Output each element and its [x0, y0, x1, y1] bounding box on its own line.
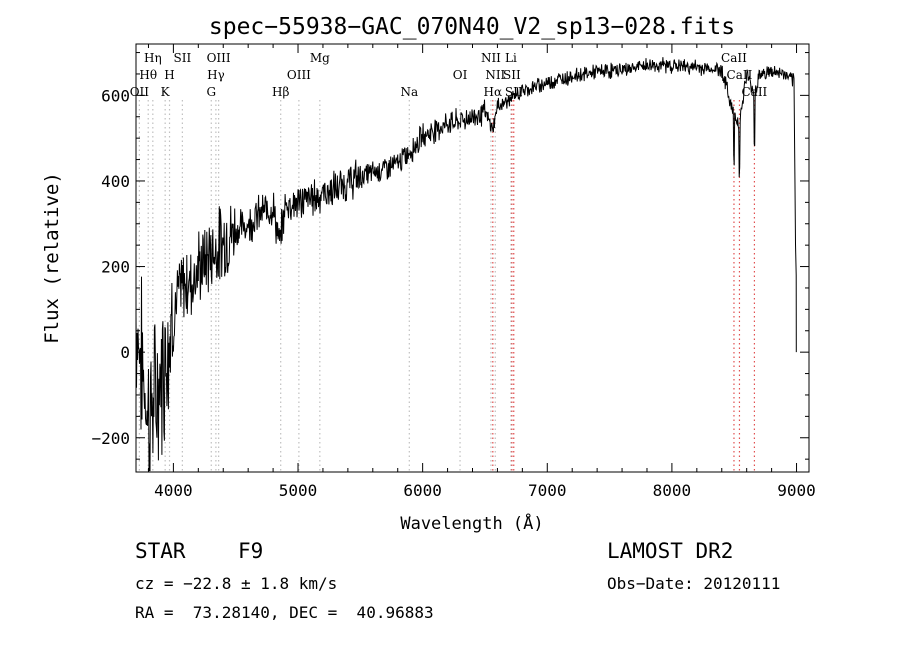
y-axis-label: Flux (relative): [41, 172, 63, 344]
survey-name: LAMOST DR2: [607, 539, 734, 563]
y-tick-label: 0: [120, 343, 130, 362]
emission-line-label: SII: [174, 51, 192, 65]
x-tick-label: 6000: [403, 481, 442, 500]
emission-line-label: Hγ: [207, 68, 225, 82]
x-tick-label: 8000: [653, 481, 692, 500]
emission-line-label: OIII: [287, 68, 311, 82]
emission-line-label: CaII: [741, 85, 767, 99]
redshift-info: cz = −22.8 ± 1.8 km/s: [135, 574, 338, 593]
emission-line-label: CaII: [721, 51, 747, 65]
x-tick-label: 9000: [777, 481, 816, 500]
x-tick-label: 7000: [528, 481, 567, 500]
emission-line-label: Hθ: [139, 68, 157, 82]
x-axis-label: Wavelength (Å): [400, 512, 543, 534]
x-tick-label: 5000: [279, 481, 318, 500]
emission-line-label: G: [206, 85, 216, 99]
subclass: F9: [238, 539, 264, 563]
emission-line-label: Mg: [310, 51, 330, 65]
emission-line-label: Hη: [144, 51, 162, 65]
emission-line-label: OI: [453, 68, 468, 82]
y-tick-label: 600: [101, 86, 130, 105]
y-tick-label: 400: [101, 172, 130, 191]
chart-title: spec−55938−GAC_070N40_V2_sp13−028.fits: [209, 14, 735, 40]
emission-line-label: OII: [130, 85, 150, 99]
spectrum-line: [135, 57, 797, 472]
emission-line-label: OIII: [207, 51, 231, 65]
x-axis: 4000 5000 6000 7000 8000 9000: [147, 44, 816, 500]
emission-line-label: K: [161, 85, 171, 99]
coordinates: RA = 73.28140, DEC = 40.96883: [135, 603, 434, 622]
emission-line-label: NII: [481, 51, 501, 65]
emission-line-label: Hβ: [272, 85, 289, 99]
emission-line-label: H: [164, 68, 174, 82]
emission-line-label: NII: [485, 68, 505, 82]
y-tick-label: 200: [101, 258, 130, 277]
emission-line-label: SII: [503, 68, 521, 82]
emission-line-markers: OIIHθHηKHSIIGHγOIIIHβOIIIMgNaOINIIHαNIIL…: [130, 51, 768, 472]
obs-date: Obs−Date: 20120111: [607, 574, 781, 593]
y-axis: −200 0 200 400 600: [91, 52, 809, 460]
plot-frame: [135, 43, 810, 473]
emission-line-label: Na: [400, 85, 418, 99]
emission-line-label: Hα: [484, 85, 503, 99]
emission-line-label: Li: [505, 51, 517, 65]
y-tick-label: −200: [91, 429, 130, 448]
object-class: STAR: [135, 539, 186, 563]
x-tick-label: 4000: [154, 481, 193, 500]
